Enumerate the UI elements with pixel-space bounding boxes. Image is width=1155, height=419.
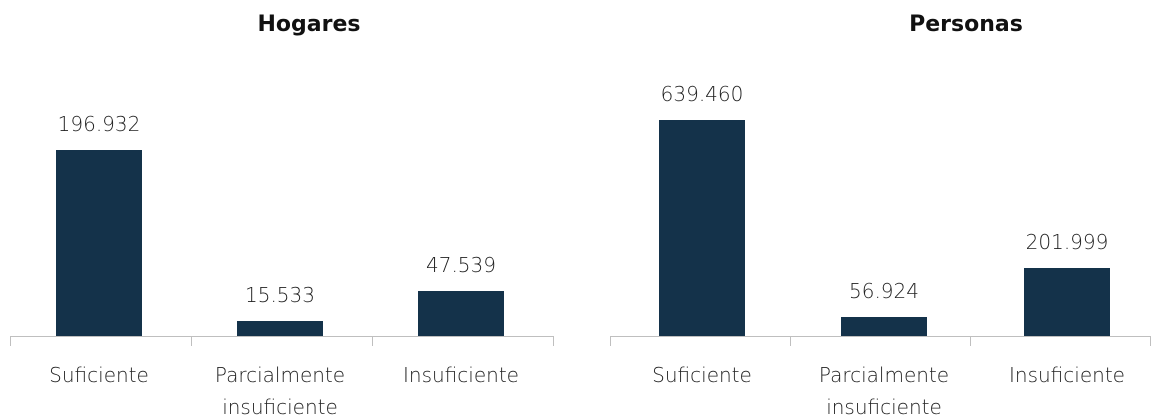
chart-title: Hogares [257,12,361,37]
x-tick [372,336,373,346]
x-tick-label: Insuficiente [403,363,519,387]
value-label: 196.932 [57,112,141,136]
x-tick-label: Suficiente [49,363,149,387]
value-label: 639.460 [660,82,744,106]
value-label: 201.999 [1025,229,1109,254]
x-tick [970,336,971,346]
value-label: 15.533 [245,283,315,308]
x-tick-label: Parcialmente insuficiente [214,363,346,419]
bar [418,291,504,336]
bar [841,316,927,336]
value-label: 47.539 [426,253,496,278]
bar [1024,267,1110,336]
x-tick [553,336,554,346]
x-tick-label: Parcialmente insuficiente [818,363,950,419]
x-tick-label: Suficiente [652,363,752,387]
x-tick [1150,336,1151,346]
bar [56,150,142,336]
x-tick [790,336,791,346]
bar [237,321,323,336]
x-tick [610,336,611,346]
x-tick [191,336,192,346]
x-tick-label: Insuficiente [1009,363,1125,387]
x-axis [610,336,1150,337]
value-label: 56.924 [849,278,919,303]
x-tick [10,336,11,346]
x-axis [10,336,553,337]
chart-title: Personas [909,12,1023,37]
bar [659,120,745,336]
